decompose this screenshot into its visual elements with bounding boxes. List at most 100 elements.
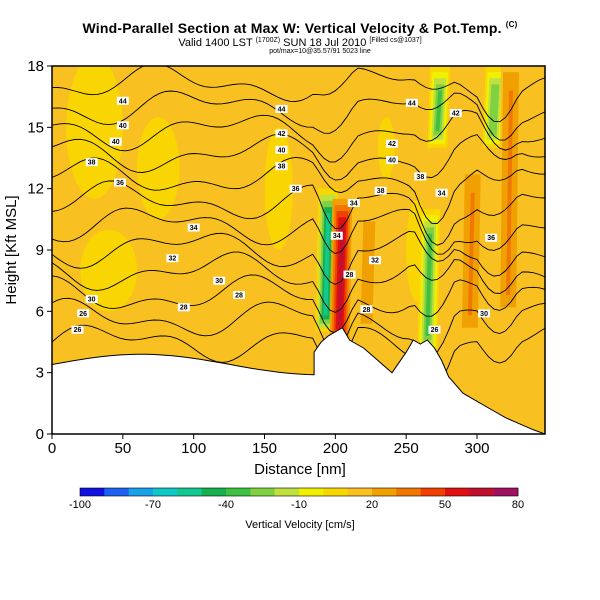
theta-contour	[52, 230, 545, 285]
colorbar: -100 -70 -40 -10 20 50 80	[69, 487, 524, 511]
chart-title-text: Wind-Parallel Section at Max W: Vertical…	[82, 20, 502, 36]
theta-label: 34	[187, 223, 200, 232]
velocity-band	[490, 90, 498, 132]
theta-label-text: 40	[119, 123, 127, 130]
theta-label-box	[71, 325, 84, 334]
theta-label: 30	[478, 309, 491, 318]
theta-label-box	[347, 198, 360, 207]
theta-label-box	[374, 186, 387, 195]
theta-label-text: 34	[333, 233, 341, 240]
theta-label: 40	[275, 145, 288, 154]
theta-contour	[52, 133, 545, 181]
colorbar-tick-label: 20	[366, 499, 378, 511]
y-tick-label: 0	[36, 426, 44, 443]
x-tick-label: 250	[394, 440, 419, 457]
theta-label: 34	[347, 198, 360, 207]
y-tick-label: 6	[36, 303, 44, 320]
theta-label: 38	[374, 186, 387, 195]
valid-time: Valid 1400 LST	[178, 37, 253, 49]
theta-label-text: 34	[350, 200, 358, 207]
theta-label: 38	[414, 172, 427, 181]
theta-label-box	[187, 223, 200, 232]
colorbar-swatch	[226, 488, 251, 496]
theta-label-text: 42	[278, 131, 286, 138]
theta-label: 40	[109, 137, 122, 146]
weak-velocity-patch	[137, 117, 180, 220]
theta-label-box	[449, 109, 462, 118]
theta-label: 40	[116, 121, 129, 130]
theta-label-box	[233, 290, 245, 299]
theta-label-text: 30	[480, 311, 488, 318]
theta-label-box	[275, 129, 288, 138]
colorbar-tick-label: -100	[69, 499, 91, 511]
theta-label: 28	[177, 303, 190, 312]
theta-label-box	[275, 145, 288, 154]
theta-contour	[52, 156, 545, 224]
velocity-band	[467, 192, 475, 316]
theta-label-text: 32	[371, 258, 379, 265]
theta-label-box	[109, 137, 122, 146]
theta-label-box	[275, 104, 288, 113]
theta-label: 30	[85, 295, 98, 304]
theta-label-text: 40	[278, 147, 286, 154]
x-axis: 0 50 100 150 200 250 300	[48, 434, 490, 457]
colorbar-label: Vertical Velocity [cm/s]	[245, 519, 354, 531]
theta-label-text: 38	[88, 160, 96, 167]
terrain	[52, 327, 545, 434]
velocity-band	[364, 233, 372, 316]
theta-label-box	[289, 184, 302, 193]
colorbar-swatch	[445, 488, 470, 496]
colorbar-tick-label: -10	[291, 499, 307, 511]
colorbar-swatch	[201, 488, 227, 496]
colorbar-swatch	[177, 488, 202, 496]
theta-contour	[52, 109, 545, 163]
plot-area: 44 44 44 42 42 42 40 40 40 40 38 38 38 38 36 36 36 34 34 34…	[52, 66, 545, 434]
theta-label: 34	[330, 231, 343, 240]
velocity-band	[506, 90, 513, 295]
y-tick-label: 12	[27, 181, 44, 198]
colorbar-swatch	[80, 488, 105, 496]
theta-label: 28	[360, 305, 373, 314]
colorbar-frame	[79, 487, 519, 497]
theta-contour	[52, 274, 545, 334]
theta-label: 28	[343, 270, 356, 279]
theta-label-box	[275, 162, 288, 171]
theta-label-text: 26	[79, 311, 87, 318]
theta-label: 44	[275, 104, 288, 113]
theta-label-box	[369, 256, 381, 265]
theta-contour-labels: 44 44 44 42 42 42 40 40 40 40 38 38 38 38 36 36 36 34 34 34…	[71, 96, 498, 334]
weak-velocity-patch	[264, 127, 293, 250]
theta-label-box	[386, 156, 398, 165]
theta-label-text: 40	[388, 158, 396, 165]
theta-label: 34	[435, 188, 448, 197]
theta-label: 42	[449, 109, 462, 118]
theta-label: 26	[77, 309, 90, 318]
fill-tag: [Filled cs@1037]	[369, 37, 422, 44]
theta-label: 28	[233, 290, 245, 299]
theta-label-box	[360, 305, 373, 314]
theta-label: 38	[275, 162, 288, 171]
theta-label-text: 30	[215, 278, 223, 285]
theta-label-box	[166, 254, 179, 263]
theta-contour	[52, 207, 545, 255]
valid-time-utc: (1700Z)	[255, 37, 281, 44]
theta-label-text: 42	[388, 141, 396, 148]
theta-label-box	[116, 121, 129, 130]
theta-label-text: 44	[408, 100, 416, 107]
weak-velocity-patch	[80, 229, 137, 312]
x-tick-label: 300	[464, 440, 489, 457]
theta-label-box	[85, 295, 98, 304]
theta-label-text: 38	[377, 188, 385, 195]
colorbar-swatch	[372, 488, 397, 496]
weak-velocity-patch	[66, 66, 123, 199]
theta-label: 26	[71, 325, 84, 334]
colorbar-swatch	[347, 488, 373, 496]
theta-label-box	[85, 158, 98, 167]
theta-label-box	[114, 178, 126, 187]
theta-label-text: 28	[235, 292, 243, 299]
theta-label-box	[177, 303, 190, 312]
chart-subline: pot/max=10@35.57/91 5023 line	[269, 48, 371, 55]
colorbar-swatch	[420, 488, 446, 496]
colorbar-swatch	[104, 488, 129, 496]
